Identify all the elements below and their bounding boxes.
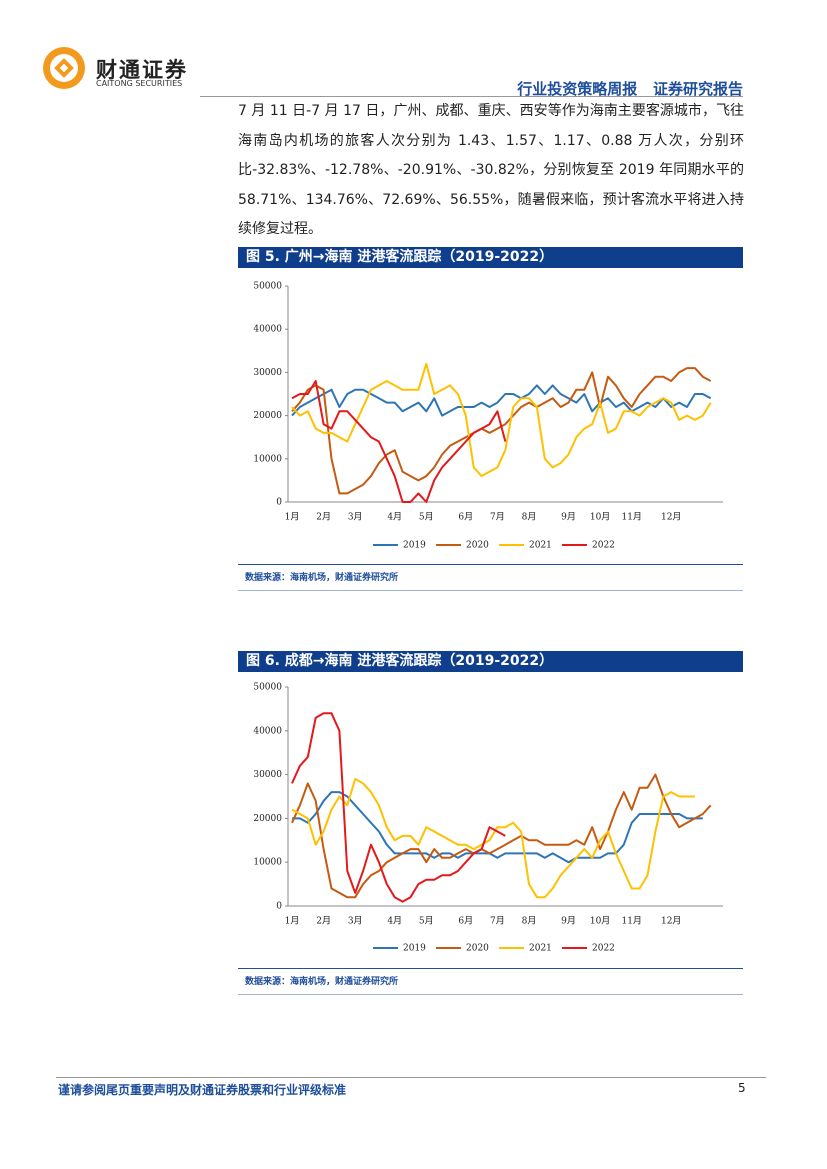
legend-label: 2020: [466, 541, 489, 551]
x-tick-label: 2月: [316, 512, 331, 523]
source: 数据来源：海南机场，财通证券研究所: [245, 573, 399, 583]
legend-label: 2020: [466, 944, 489, 954]
x-tick-label: 3月: [348, 916, 363, 927]
x-tick-label: 7月: [490, 512, 505, 523]
source-rule: [238, 590, 743, 591]
footer-rule: [56, 1077, 766, 1078]
chart: 0 10000 20000 30000 40000 50000 1月 2月 3月 4月 5月 6月 7月…: [253, 282, 723, 551]
report-label: 证券研究报告: [652, 80, 743, 98]
legend-label: 2022: [592, 944, 615, 954]
line: [291, 380, 507, 503]
y-tick-label: 50000: [253, 282, 282, 292]
x-tick-label: 1月: [285, 916, 300, 927]
x-tick-label: 4月: [387, 916, 402, 927]
source-rule: [238, 564, 743, 565]
y-tick-label: 20000: [253, 814, 282, 824]
x-tick-label: 7月: [490, 916, 505, 927]
x-tick-label: 9月: [561, 512, 576, 523]
y-tick-label: 20000: [253, 411, 282, 421]
y-tick-label: 0: [276, 902, 282, 912]
x-tick-label: 5月: [419, 512, 434, 523]
y-tick-label: 10000: [253, 858, 282, 868]
chart: 0 10000 20000 30000 40000 50000 1月 2月 3月 4月 5月 6月 7月…: [253, 683, 723, 954]
line: [291, 778, 695, 899]
x-tick-label: 11月: [621, 512, 641, 523]
page-number: 5: [738, 1081, 746, 1095]
line: [291, 367, 712, 495]
x-tick-label: 8月: [522, 916, 537, 927]
company: 财通证券: [96, 58, 188, 82]
y-tick-label: 10000: [253, 454, 282, 464]
y-tick-label: 40000: [253, 325, 282, 335]
x-tick-label: 9月: [561, 916, 576, 927]
x-tick-label: 4月: [387, 512, 402, 523]
y-tick-label: 0: [276, 498, 282, 508]
legend-label: 2019: [403, 944, 426, 954]
x-tick-label: 5月: [419, 916, 434, 927]
legend-label: 2019: [403, 541, 426, 551]
x-tick-label: 11月: [621, 916, 641, 927]
source-rule: [238, 994, 743, 995]
x-tick-label: 8月: [522, 512, 537, 523]
x-tick-label: 12月: [661, 512, 681, 523]
y-tick-label: 40000: [253, 726, 282, 736]
y-tick-label: 30000: [253, 770, 282, 780]
paragraph: 7 月 11 日-7 月 17 日，广州、成都、重庆、西安等作为海南主要客源城市…: [238, 103, 744, 237]
x-tick-label: 6月: [458, 916, 473, 927]
x-tick-label: 1月: [285, 512, 300, 523]
figure-title: 图 5. 广州→海南 进港客流跟踪（2019-2022）: [238, 247, 743, 268]
x-tick-label: 10月: [590, 512, 610, 523]
x-tick-label: 12月: [661, 916, 681, 927]
x-tick-label: 3月: [348, 512, 363, 523]
figure-title: 图 6. 成都→海南 进港客流跟踪（2019-2022）: [238, 651, 743, 672]
y-tick-label: 50000: [253, 683, 282, 693]
x-tick-label: 2月: [316, 916, 331, 927]
line: [291, 362, 712, 478]
x-tick-label: 6月: [458, 512, 473, 523]
report-type: 行业投资策略周报: [517, 80, 638, 98]
legend-label: 2022: [592, 541, 615, 551]
line: [292, 791, 703, 864]
source: 数据来源：海南机场，财通证券研究所: [245, 977, 399, 987]
source-rule: [238, 968, 743, 969]
header-right: 行业投资策略周报 证券研究报告: [517, 78, 743, 99]
line: [291, 384, 712, 417]
header-rule: [200, 96, 743, 97]
line: [291, 712, 506, 903]
x-tick-label: 10月: [590, 916, 610, 927]
logo: [43, 47, 85, 89]
line: [291, 773, 712, 899]
y-tick-label: 30000: [253, 368, 282, 378]
legend-label: 2021: [529, 944, 552, 954]
disclaimer: 谨请参阅尾页重要声明及财通证券股票和行业评级标准: [58, 1083, 347, 1097]
legend-label: 2021: [529, 541, 552, 551]
company-en: CAITONG SECURITIES: [96, 79, 183, 88]
